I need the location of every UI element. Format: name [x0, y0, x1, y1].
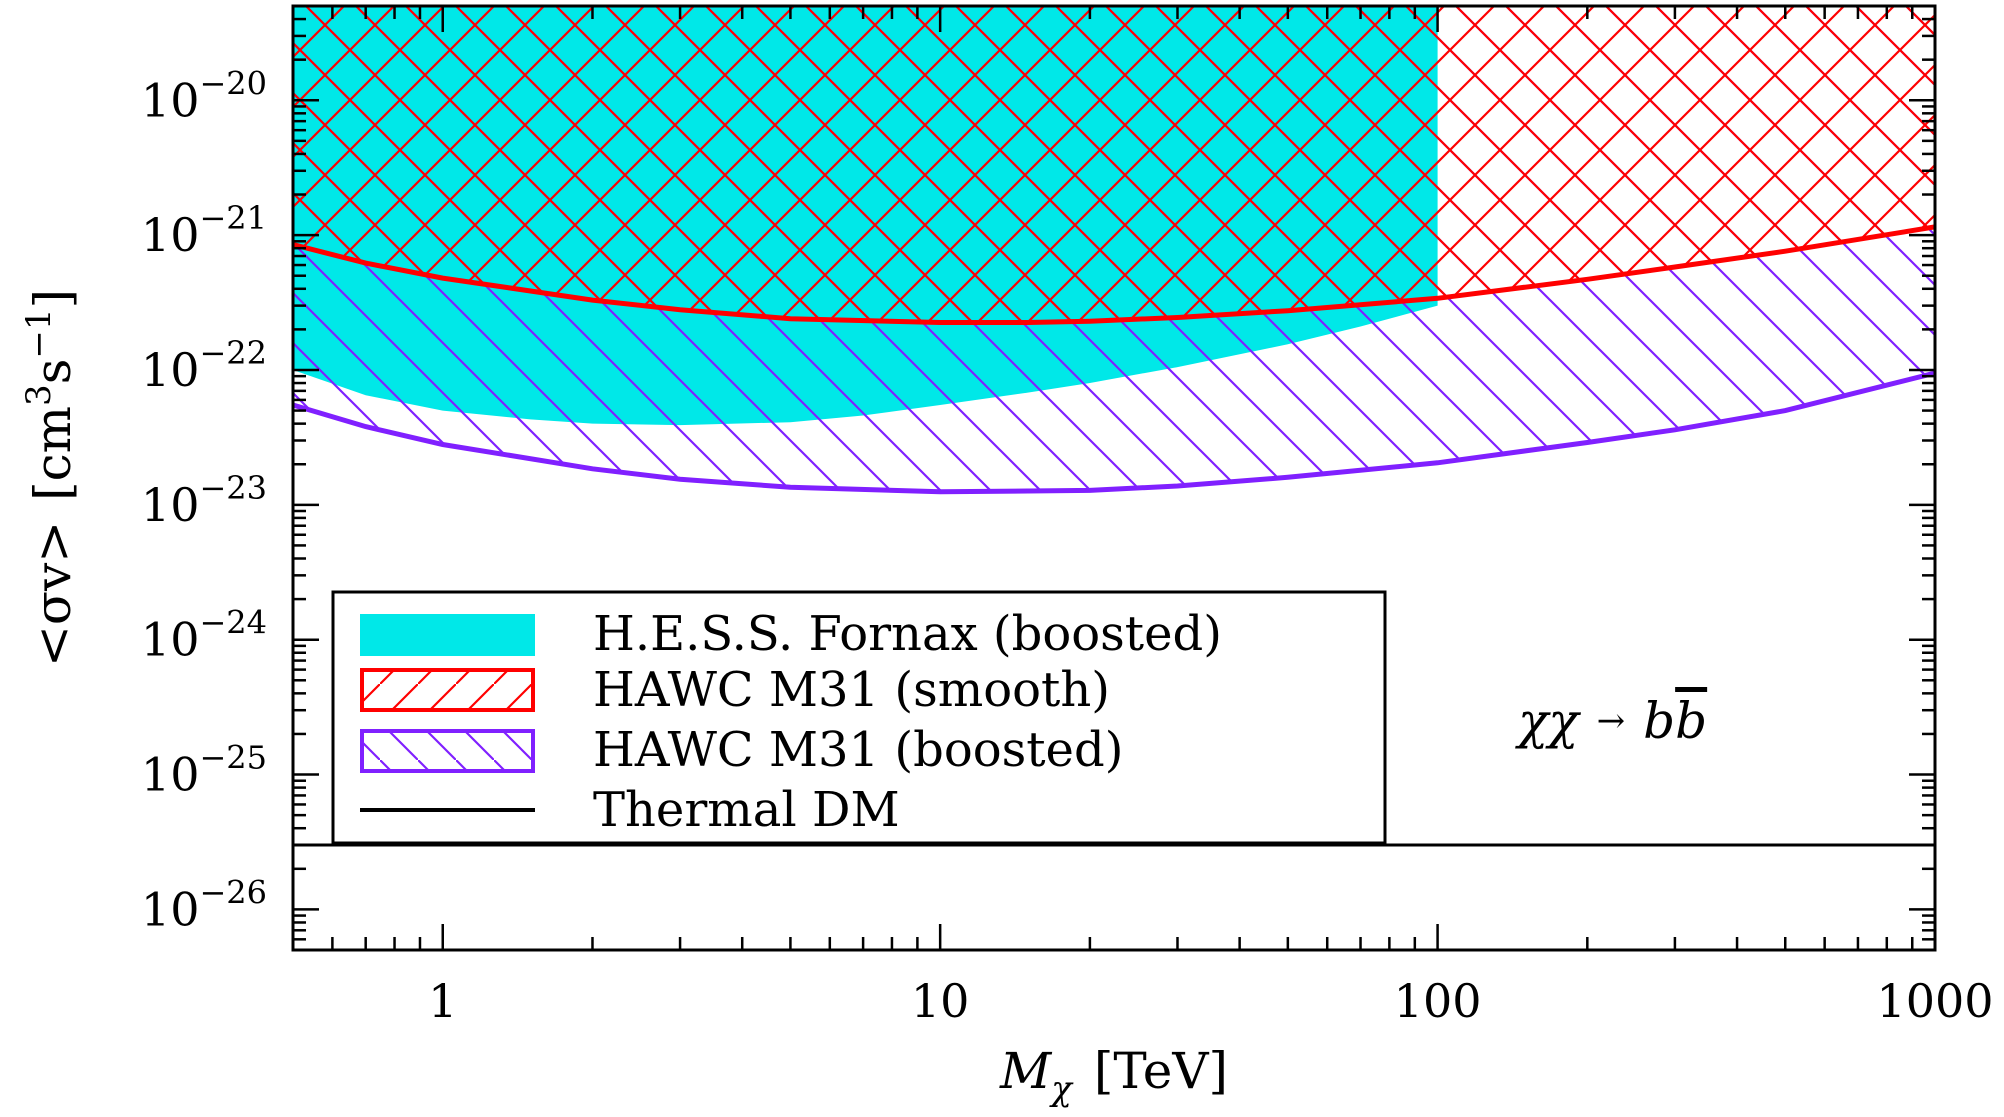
x-axis-label: Mχ [TeV] — [999, 1042, 1228, 1109]
series-area-hawc-smooth — [293, 6, 1935, 323]
series-line-hawc-smooth — [293, 224, 1935, 325]
x-tick-labels: 1 10 100 1000 — [428, 974, 1993, 1028]
axis-ticks — [291, 4, 1937, 952]
y-tick-labels: 10−20 10−21 10−22 10−23 10−24 10−25 10−26 — [141, 64, 267, 936]
series-line-hawc-boosted — [293, 370, 1935, 495]
x-tick-label: 100 — [1394, 974, 1482, 1028]
process-annotation: χχ → bb — [1515, 692, 1707, 750]
legend-swatch-hess-fornax — [360, 614, 535, 656]
legend-label-hess-fornax: H.E.S.S. Fornax (boosted) — [593, 606, 1222, 662]
x-tick-label: 10 — [911, 974, 970, 1028]
legend-swatch-hawc-boosted — [360, 729, 535, 773]
y-tick-label: 10−23 — [141, 469, 267, 532]
x-tick-label: 1000 — [1876, 974, 1993, 1028]
plot-frame — [291, 4, 1937, 952]
legend-label-thermal-dm: Thermal DM — [593, 782, 900, 838]
plot-area — [293, 6, 1935, 847]
legend-swatch-hawc-smooth — [360, 668, 535, 712]
legend-label-hawc-smooth: HAWC M31 (smooth) — [593, 662, 1110, 718]
svg-text:χχ→bb: χχ → bb — [1515, 692, 1707, 750]
y-tick-label: 10−22 — [141, 334, 267, 397]
y-tick-label: 10−21 — [141, 199, 267, 262]
y-tick-label: 10−24 — [141, 604, 267, 667]
y-tick-label: 10−25 — [141, 739, 267, 802]
legend: H.E.S.S. Fornax (boosted) HAWC M31 (smoo… — [331, 590, 1387, 845]
x-tick-label: 1 — [428, 974, 457, 1028]
legend-label-hawc-boosted: HAWC M31 (boosted) — [593, 722, 1123, 778]
y-tick-label: 10−20 — [141, 64, 267, 127]
y-tick-label: 10−26 — [141, 873, 267, 936]
y-axis-label: <σv>[cm3s−1] — [19, 289, 82, 667]
